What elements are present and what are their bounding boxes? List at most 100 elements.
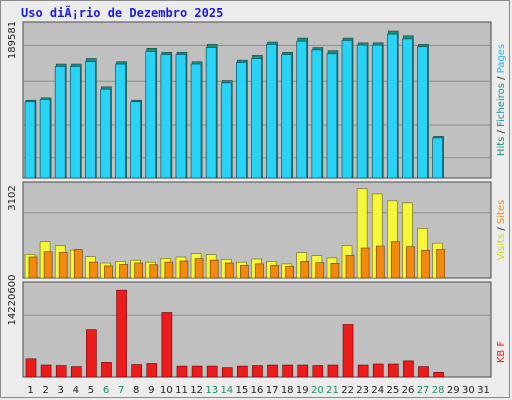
x-tick-day-30: 30 [462,385,475,396]
bar-pages-day-11 [175,54,187,179]
x-tick-day-14: 14 [220,385,233,396]
bar-pages-day-4 [69,66,81,179]
bar-kbf-day-6 [101,362,112,378]
chart-title: Uso diÃ¡rio de Dezembro 2025 [21,6,224,20]
x-tick-day-4: 4 [73,385,79,396]
bar-pages-day-15 [236,62,247,179]
bar-sites-day-9 [149,264,159,279]
bar-pages-day-28 [432,137,443,179]
legend-visits-sites: Visits / Sites [496,200,507,261]
bar-sites-day-10 [164,261,174,279]
bar-kbf-day-7 [116,289,127,378]
bar-kbf-day-27 [418,366,429,378]
x-tick-day-20: 20 [311,385,324,396]
bar-pages-day-13 [205,47,217,179]
bar-sites-day-18 [285,266,294,279]
x-tick-day-19: 19 [296,385,309,396]
bar-sites-day-24 [375,245,385,279]
x-tick-day-18: 18 [281,385,294,396]
bar-pages-day-1 [24,101,36,179]
bar-sites-day-21 [330,263,340,279]
bar-kbf-day-26 [403,360,414,378]
legend-hits-files-pages: Hits / Ficheiros / Pages [496,44,507,156]
x-tick-day-27: 27 [417,385,430,396]
bar-sites-day-26 [406,246,415,279]
x-tick-day-26: 26 [402,385,415,396]
bar-kbf-day-19 [297,364,309,378]
bar-pages-day-19 [296,40,308,179]
bar-kbf-day-10 [161,312,173,378]
x-tick-day-21: 21 [326,385,339,396]
bar-pages-day-2 [39,99,51,179]
bar-pages-day-7 [115,63,126,179]
bar-kbf-day-21 [327,364,339,378]
bar-sites-day-5 [89,261,98,279]
x-tick-day-23: 23 [356,385,369,396]
x-tick-day-8: 8 [133,385,139,396]
x-tick-day-12: 12 [190,385,203,396]
bar-pages-day-5 [85,61,96,179]
bar-kbf-day-22 [342,324,354,378]
y-axis-max-label: 3102 [7,185,18,210]
bar-pages-day-8 [130,101,142,179]
bar-sites-day-17 [270,265,279,279]
bar-sites-day-28 [436,249,445,279]
bar-sites-day-7 [119,264,128,279]
bar-sites-day-2 [43,251,53,279]
bar-kbf-day-24 [372,363,384,378]
bar-kbf-day-1 [25,358,37,378]
bar-pages-day-6 [100,88,111,179]
x-tick-day-16: 16 [251,385,264,396]
bar-pages-day-14 [220,82,232,179]
bar-kbf-day-12 [191,365,203,378]
bar-pages-day-21 [326,53,338,179]
x-tick-day-24: 24 [371,385,384,396]
bar-kbf-day-18 [282,364,293,378]
bar-kbf-day-17 [267,364,278,378]
legend-kbf: KB F [496,341,507,364]
x-tick-day-10: 10 [160,385,173,396]
bar-kbf-day-16 [252,365,263,378]
x-tick-day-31: 31 [477,385,490,396]
bar-pages-day-26 [402,38,413,179]
x-tick-day-1: 1 [27,385,33,396]
bar-sites-day-11 [179,260,189,279]
bar-kbf-day-11 [176,365,188,378]
bar-pages-day-17 [266,44,277,179]
bar-kbf-day-8 [131,364,142,378]
bar-kbf-day-20 [312,365,324,378]
bar-kbf-day-2 [40,364,52,378]
bar-pages-day-10 [160,54,172,179]
x-tick-day-9: 9 [148,385,154,396]
bar-sites-day-25 [391,241,400,279]
bar-sites-day-20 [315,262,325,279]
bar-kbf-day-5 [86,329,97,378]
bar-sites-day-13 [209,259,219,279]
bar-kbf-day-14 [221,367,233,378]
bar-pages-day-9 [145,51,157,179]
bar-sites-day-14 [224,262,234,279]
bar-kbf-day-23 [357,364,369,378]
bar-sites-day-22 [345,254,355,279]
bar-sites-day-3 [58,252,68,279]
x-tick-day-28: 28 [432,385,445,396]
bar-pages-day-24 [371,44,383,179]
y-axis-max-label: 14220600 [7,275,18,326]
bar-sites-day-12 [194,258,204,279]
bar-sites-day-15 [240,265,249,279]
x-tick-day-11: 11 [175,385,188,396]
bar-pages-day-23 [356,44,368,179]
bar-pages-day-18 [281,54,292,179]
bar-sites-day-1 [28,256,38,279]
bar-kbf-day-28 [433,372,444,378]
x-tick-day-6: 6 [103,385,109,396]
bar-pages-day-12 [190,63,202,179]
bar-kbf-day-13 [206,365,218,378]
x-tick-day-29: 29 [447,385,460,396]
bar-pages-day-16 [251,58,262,179]
bar-kbf-day-25 [388,363,399,378]
bar-kbf-day-4 [70,366,82,378]
bar-pages-day-27 [417,46,428,179]
bar-pages-day-20 [311,49,323,179]
